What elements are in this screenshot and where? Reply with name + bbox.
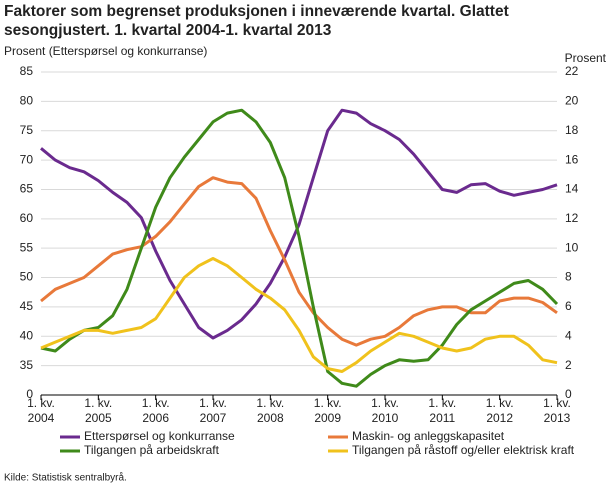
x-tick-label: 1. kv. [256, 396, 284, 410]
x-tick-label: 2005 [85, 411, 112, 425]
x-tick-label: 2006 [142, 411, 169, 425]
y-tick-label: 35 [20, 358, 34, 372]
source: Kilde: Statistisk sentralbyrå. [4, 472, 127, 484]
y-tick-label: 55 [20, 240, 34, 254]
y-axis-label: Prosent (Etterspørsel og konkurranse) [4, 44, 207, 58]
legend-label: Maskin- og anleggskapasitet [352, 429, 505, 443]
x-tick-label: 1. kv. [543, 396, 571, 410]
y2-tick-label: 18 [565, 123, 579, 137]
series-line [40, 257, 558, 373]
y-tick-label: 40 [20, 328, 34, 342]
x-tick-label: 1. kv. [84, 396, 112, 410]
y2-tick-label: 22 [565, 64, 579, 78]
y-tick-label: 75 [20, 123, 34, 137]
x-tick-label: 1. kv. [199, 396, 227, 410]
x-tick-label: 2013 [544, 411, 571, 425]
y2-tick-label: 2 [565, 358, 572, 372]
y2-tick-label: 4 [565, 328, 572, 342]
chart-title: Faktorer som begrenset produksjonen i in… [4, 3, 509, 20]
y-tick-label: 80 [20, 94, 34, 108]
x-tick-label: 1. kv. [142, 396, 170, 410]
y-tick-label: 85 [20, 64, 34, 78]
y2-tick-label: 12 [565, 211, 579, 225]
y-tick-label: 70 [20, 152, 34, 166]
y2-tick-label: 6 [565, 299, 572, 313]
x-tick-label: 1. kv. [314, 396, 342, 410]
series-line [40, 108, 559, 388]
x-tick-label: 2009 [314, 411, 341, 425]
x-tick-label: 1. kv. [486, 396, 514, 410]
y-tick-label: 0 [26, 387, 33, 401]
x-tick-label: 2007 [200, 411, 227, 425]
y-tick-label: 50 [20, 270, 34, 284]
legend-label: Tilgangen på råstoff og/eller elektrisk … [352, 443, 575, 457]
y2-axis-label: Prosent [565, 51, 607, 65]
x-tick-label: 1. kv. [27, 396, 55, 410]
y2-tick-label: 20 [565, 94, 579, 108]
y2-tick-label: 0 [565, 387, 572, 401]
x-tick-label: 1. kv. [428, 396, 456, 410]
y2-tick-label: 10 [565, 240, 579, 254]
x-tick-label: 2012 [486, 411, 513, 425]
legend-label: Etterspørsel og konkurranse [84, 429, 235, 443]
x-tick-label: 2011 [429, 411, 455, 425]
y-tick-label: 45 [20, 299, 34, 313]
x-tick-label: 2010 [372, 411, 399, 425]
x-tick-label: 2008 [257, 411, 284, 425]
x-tick-label: 1. kv. [371, 396, 399, 410]
series-line [40, 176, 558, 347]
y2-tick-label: 14 [565, 182, 579, 196]
y-tick-label: 65 [20, 182, 34, 196]
y2-tick-label: 16 [565, 152, 579, 166]
y-tick-label: 60 [20, 211, 34, 225]
x-tick-label: 2004 [28, 411, 55, 425]
legend-label: Tilgangen på arbeidskraft [84, 443, 220, 457]
y2-tick-label: 8 [565, 270, 572, 284]
series-line [40, 108, 558, 340]
chart-title: sesongjustert. 1. kvartal 2004-1. kvarta… [4, 22, 332, 39]
